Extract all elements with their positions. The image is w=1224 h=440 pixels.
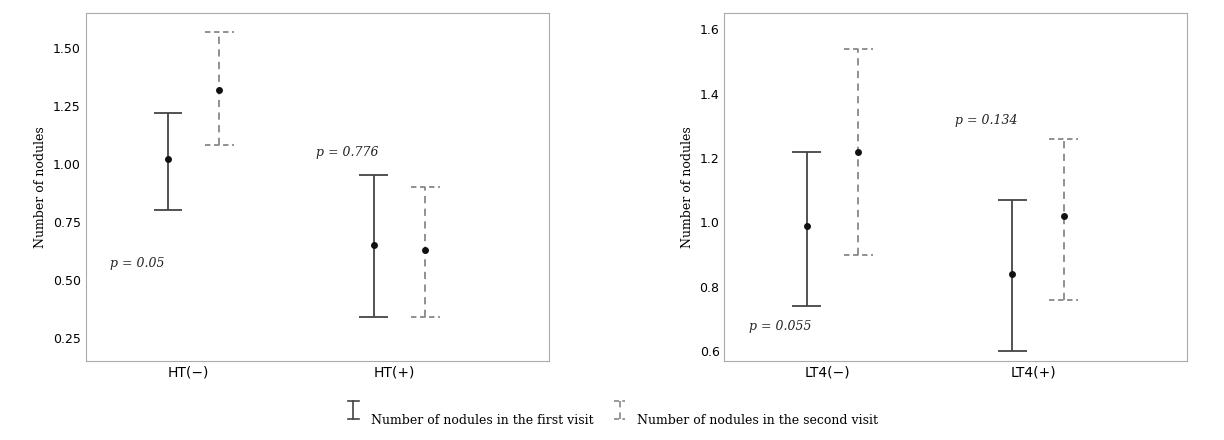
Text: p = 0.776: p = 0.776 [316,146,378,159]
Y-axis label: Number of nodules: Number of nodules [681,126,694,248]
Text: p = 0.055: p = 0.055 [749,320,812,334]
Y-axis label: Number of nodules: Number of nodules [34,126,48,248]
Text: p = 0.05: p = 0.05 [110,257,165,271]
Text: p = 0.134: p = 0.134 [955,114,1017,128]
Legend: Number of nodules in the first visit, Number of nodules in the second visit: Number of nodules in the first visit, Nu… [340,406,884,434]
